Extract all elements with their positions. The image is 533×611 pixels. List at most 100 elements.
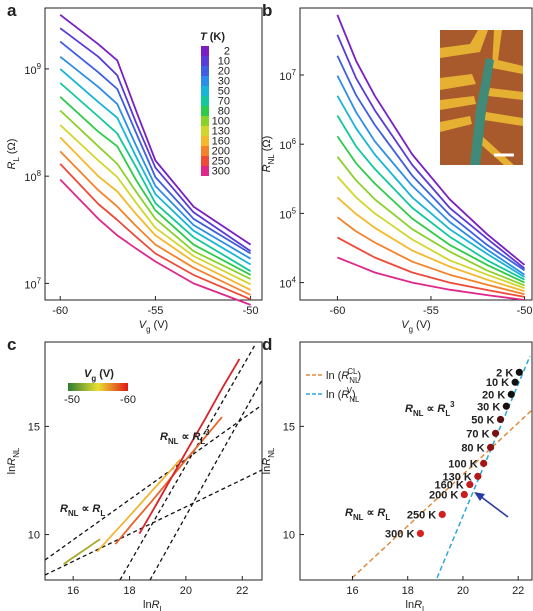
annotation: RNL ∝ RL3 — [160, 428, 210, 446]
point-label: 250 K — [407, 509, 436, 521]
label-part: L — [160, 605, 165, 611]
series-line — [336, 34, 526, 270]
label-part: ln — [261, 466, 273, 475]
panel-label: b — [262, 1, 272, 20]
label-part: R — [261, 164, 273, 172]
label-part: g — [91, 374, 96, 383]
x-tick-label: 16 — [67, 585, 79, 597]
plot-frame — [299, 341, 533, 581]
label-part: V — [84, 368, 93, 380]
data-point — [502, 402, 510, 410]
data-point — [491, 429, 500, 437]
label-part: NL — [68, 509, 79, 518]
legend-swatch — [201, 126, 209, 136]
series-line — [336, 14, 526, 266]
plot-area — [336, 14, 526, 300]
tick-base: 10 — [279, 71, 291, 83]
series-line — [336, 75, 526, 276]
electrode — [440, 74, 476, 90]
label-part: (V) — [99, 368, 114, 380]
point-label: 200 K — [429, 490, 458, 502]
label-part: R — [6, 161, 18, 169]
label-part: NL — [168, 437, 179, 446]
label-part: (Ω) — [6, 139, 18, 155]
legend-swatch — [201, 146, 209, 156]
plot-frame — [44, 7, 263, 301]
label-part: NL — [267, 154, 276, 165]
label-part: R — [152, 599, 160, 611]
legend-label: 200 — [212, 146, 230, 158]
guide-line — [44, 404, 263, 561]
plot-frame — [44, 341, 263, 581]
legend-swatch — [201, 136, 209, 146]
label-part: ∝ — [182, 431, 190, 443]
electrode — [478, 136, 514, 165]
label-part: NL — [353, 513, 364, 522]
tick-base: 10 — [279, 279, 291, 291]
arrow — [474, 492, 509, 518]
series-line — [59, 82, 252, 272]
label-part: NL — [413, 409, 424, 418]
label-part: NL — [267, 447, 276, 458]
x-axis-label: lnRL — [406, 599, 428, 611]
legend-swatch — [201, 166, 209, 176]
guide-lines — [44, 344, 263, 581]
label-part: 3 — [450, 400, 455, 409]
y-tick-label: 15 — [283, 421, 295, 433]
point-label: 130 K — [443, 471, 472, 483]
point-label: 300 K — [385, 528, 414, 540]
legend-label: 130 — [212, 126, 230, 138]
x-tick-label: 20 — [180, 585, 192, 597]
series-line — [59, 109, 251, 280]
y-axis-label: RNL (Ω) — [261, 136, 276, 173]
inset-image — [440, 30, 523, 165]
colorbar — [68, 383, 128, 391]
label-part: R — [405, 403, 413, 415]
series-line — [336, 216, 525, 296]
label-part: ln — [143, 599, 152, 611]
point-label: 80 K — [461, 442, 484, 454]
point-label: 70 K — [466, 428, 489, 440]
label-part: NL — [349, 395, 360, 404]
label-part: g — [146, 325, 150, 334]
data-point — [466, 480, 474, 489]
series-line — [336, 55, 526, 272]
electrode — [488, 88, 523, 100]
x-tick-label: -55 — [147, 305, 163, 317]
legend-swatch — [201, 96, 209, 106]
label-part: R — [377, 507, 385, 519]
plot-frame — [299, 7, 533, 301]
data-point — [480, 459, 488, 467]
series-line — [59, 136, 252, 291]
label-part: ln — [406, 599, 415, 611]
label-part: R — [414, 599, 422, 611]
electrode — [440, 116, 472, 132]
legend-label: 10 — [218, 56, 230, 68]
legend-swatch — [201, 46, 209, 56]
annotation: RNL ∝ RL3 — [405, 400, 455, 418]
arrow-shaft — [479, 495, 509, 518]
y-tick-label: 108 — [24, 169, 41, 184]
plot-area — [59, 14, 252, 306]
label-part: ln ( — [326, 370, 342, 382]
legend-label: 30 — [218, 76, 230, 88]
label-part: R — [92, 503, 100, 515]
data-point — [438, 510, 446, 519]
x-axis-label: Vg (V) — [139, 319, 168, 334]
point-label: 10 K — [486, 377, 509, 389]
tick-base: 10 — [279, 209, 291, 221]
legend-swatch — [201, 156, 209, 166]
label-part: R — [192, 431, 200, 443]
series-line — [337, 256, 525, 300]
series-line — [336, 196, 525, 293]
legend-label: 70 — [218, 96, 230, 108]
legend-label: 250 — [212, 156, 230, 168]
y-tick-label: 109 — [24, 62, 41, 77]
point-label: 50 K — [471, 414, 494, 426]
panel-label: c — [7, 335, 16, 354]
electrode — [440, 96, 476, 110]
colorbar-tick-label: -50 — [64, 394, 80, 406]
legend-swatch — [201, 116, 209, 126]
legend-swatch — [201, 76, 209, 86]
